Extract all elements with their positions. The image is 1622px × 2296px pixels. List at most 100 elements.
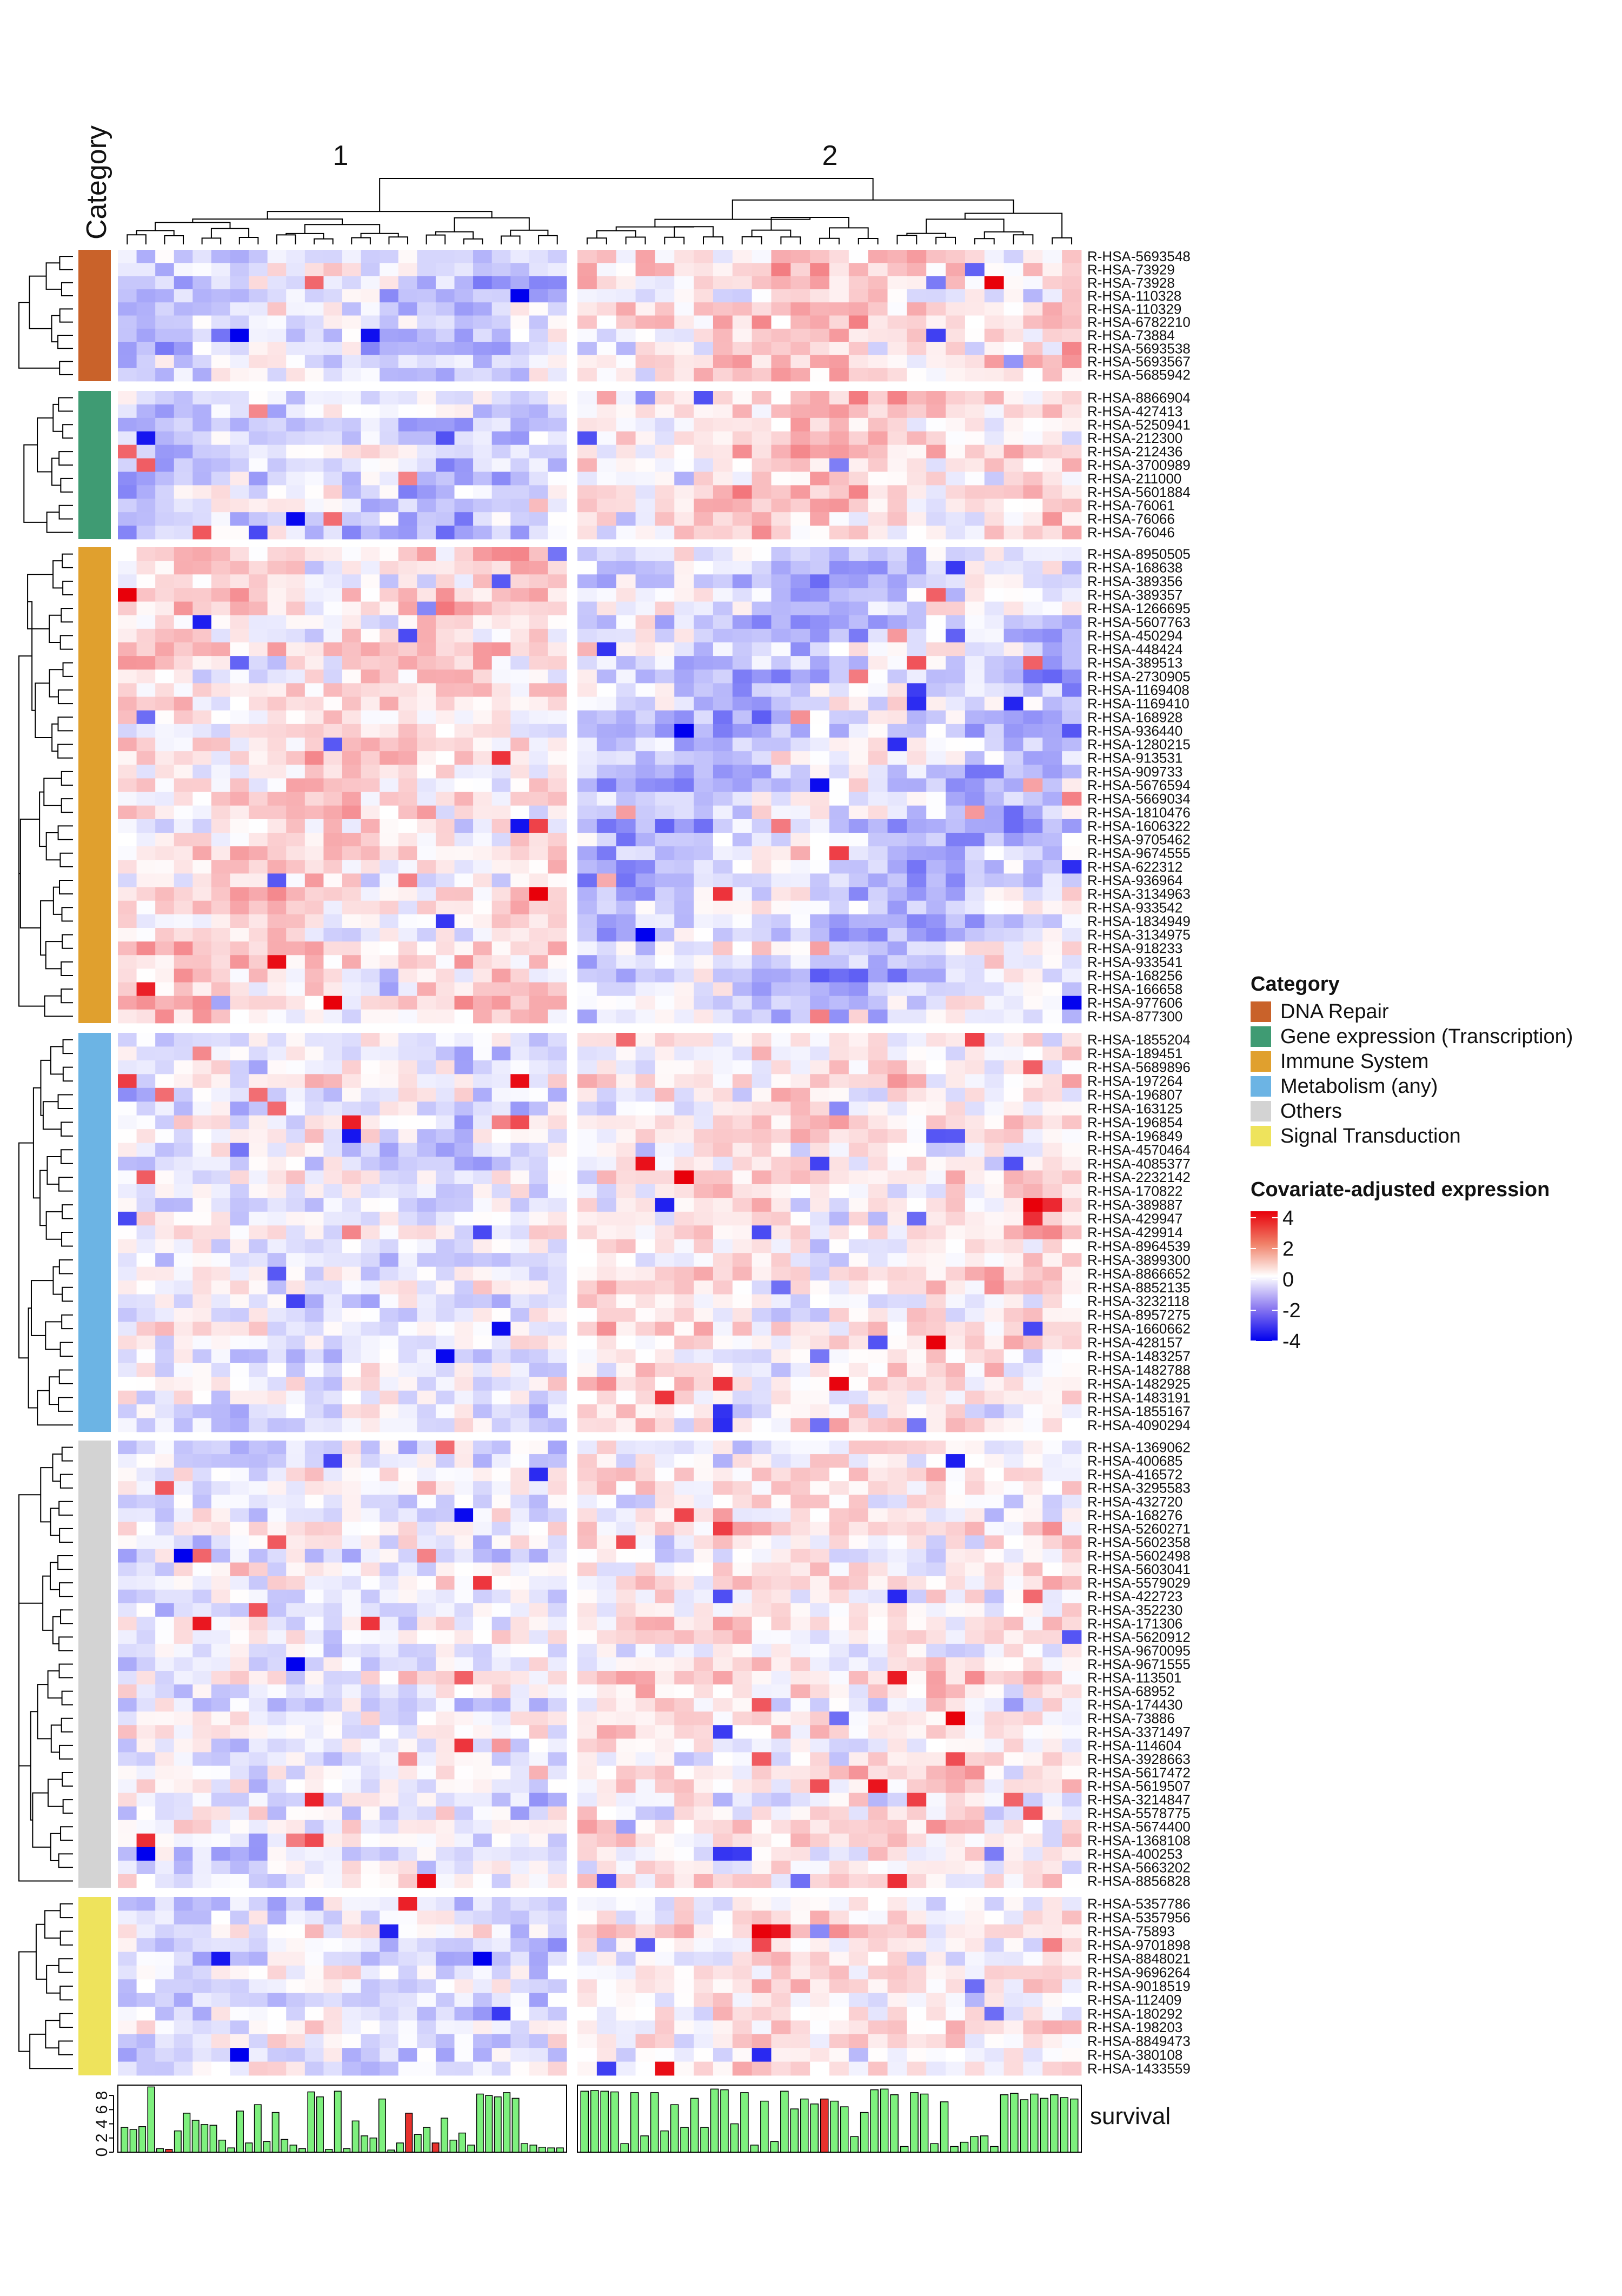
- heatmap-cell: [868, 982, 888, 997]
- heatmap-cell: [694, 928, 714, 942]
- heatmap-cell: [304, 982, 324, 997]
- heatmap-cell: [192, 846, 212, 860]
- heatmap-cell: [674, 485, 694, 499]
- heatmap-cell: [984, 315, 1005, 329]
- heatmap-cell: [926, 417, 946, 432]
- heatmap-cell: [380, 860, 399, 874]
- heatmap-cell: [286, 328, 305, 342]
- heatmap-cell: [577, 547, 597, 561]
- heatmap-cell: [267, 315, 287, 329]
- heatmap-cell: [304, 444, 324, 459]
- heatmap-cell: [868, 1576, 888, 1590]
- heatmap-cell: [752, 431, 772, 446]
- heatmap-cell: [829, 1535, 849, 1549]
- heatmap-cell: [491, 1441, 511, 1455]
- heatmap-cell: [713, 819, 733, 833]
- heatmap-cell: [752, 355, 772, 369]
- heatmap-cell: [323, 601, 343, 616]
- heatmap-cell: [713, 417, 733, 432]
- heatmap-cell: [136, 1308, 156, 1322]
- heatmap-cell: [616, 1454, 636, 1468]
- heatmap-cell: [380, 1087, 399, 1102]
- heatmap-cell: [454, 1522, 474, 1536]
- heatmap-cell: [810, 1280, 830, 1295]
- row-dendrogram-branch: [40, 1467, 53, 1523]
- heatmap-cell: [965, 887, 985, 901]
- heatmap-cell: [752, 328, 772, 342]
- heatmap-cell: [136, 656, 156, 670]
- heatmap-cell: [887, 887, 907, 901]
- row-dendrogram-branch: [44, 1910, 61, 1939]
- heatmap-cell: [1062, 250, 1082, 263]
- heatmap-cell: [926, 1549, 946, 1563]
- heatmap-cell: [398, 996, 417, 1010]
- heatmap-cell: [965, 1225, 985, 1240]
- heatmap-cell: [674, 1033, 694, 1047]
- heatmap-cell: [454, 431, 474, 446]
- heatmap-cell: [1042, 472, 1062, 486]
- heatmap-cell: [286, 1253, 305, 1268]
- heatmap-cell: [752, 1508, 772, 1522]
- heatmap-cell: [230, 1495, 249, 1509]
- column-dendrogram-branch: [964, 213, 1063, 238]
- heatmap-cell: [454, 1225, 474, 1240]
- heatmap-cell: [694, 431, 714, 446]
- heatmap-cell: [713, 1280, 733, 1295]
- heatmap-cell: [118, 1454, 137, 1468]
- heatmap-cell: [771, 1239, 791, 1253]
- heatmap-cell: [417, 1363, 436, 1377]
- heatmap-cell: [548, 982, 567, 997]
- heatmap-cell: [304, 547, 324, 561]
- heatmap-cell: [304, 1157, 324, 1171]
- heatmap-cell: [529, 1481, 548, 1495]
- heatmap-cell: [529, 1535, 548, 1549]
- heatmap-cell: [211, 941, 230, 955]
- heatmap-cell: [417, 263, 436, 276]
- heatmap-cell: [548, 1157, 567, 1171]
- heatmap-cell: [694, 724, 714, 738]
- heatmap-cell: [577, 263, 597, 276]
- heatmap-cell: [267, 805, 287, 820]
- heatmap-cell: [510, 1522, 530, 1536]
- heatmap-cell: [361, 1009, 380, 1024]
- heatmap-cell: [304, 1390, 324, 1405]
- heatmap-cell: [380, 1349, 399, 1364]
- heatmap-cell: [771, 547, 791, 561]
- heatmap-cell: [694, 860, 714, 874]
- heatmap-cell: [529, 404, 548, 419]
- heatmap-cell: [655, 588, 675, 602]
- heatmap-cell: [548, 833, 567, 847]
- heatmap-cell: [577, 710, 597, 725]
- heatmap-cell: [1062, 1253, 1082, 1268]
- heatmap-cell: [694, 601, 714, 616]
- heatmap-cell: [192, 656, 212, 670]
- heatmap-cell: [655, 887, 675, 901]
- heatmap-cell: [118, 751, 137, 765]
- heatmap-cell: [211, 1009, 230, 1024]
- heatmap-cell: [192, 431, 212, 446]
- heatmap-cell: [829, 982, 849, 997]
- heatmap-cell: [1023, 1087, 1043, 1102]
- heatmap-cell: [965, 315, 985, 329]
- heatmap-cell: [868, 1129, 888, 1143]
- heatmap-cell: [249, 1184, 268, 1198]
- heatmap-cell: [829, 914, 849, 928]
- heatmap-cell: [548, 968, 567, 983]
- heatmap-cell: [398, 1441, 417, 1455]
- heatmap-cell: [655, 1522, 675, 1536]
- heatmap-cell: [946, 1363, 966, 1377]
- heatmap-cell: [230, 1377, 249, 1391]
- heatmap-cell: [286, 669, 305, 684]
- heatmap-cell: [435, 417, 455, 432]
- heatmap-cell: [211, 1522, 230, 1536]
- heatmap-cell: [548, 1349, 567, 1364]
- heatmap-cell: [946, 444, 966, 459]
- heatmap-cell: [694, 765, 714, 779]
- heatmap-cell: [635, 574, 655, 588]
- heatmap-cell: [230, 615, 249, 629]
- heatmap-cell: [732, 873, 753, 887]
- row-dendrogram-branch: [59, 852, 73, 867]
- heatmap-cell: [907, 615, 927, 629]
- heatmap-cell: [342, 1418, 361, 1432]
- heatmap-cell: [118, 431, 137, 446]
